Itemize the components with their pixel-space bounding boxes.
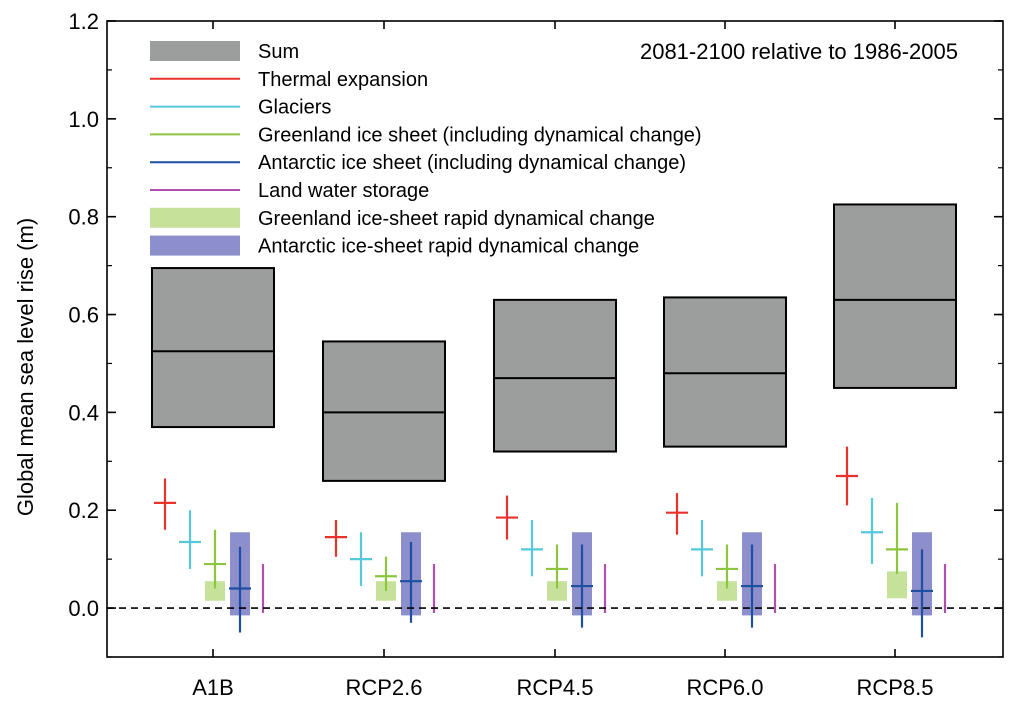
category-label-rcp6-0: RCP6.0 <box>686 675 763 700</box>
category-label-rcp4-5: RCP4.5 <box>516 675 593 700</box>
greenland-rapid-box <box>717 581 737 601</box>
y-tick-label: 0.0 <box>68 596 99 621</box>
legend-label-glaciers: Glaciers <box>258 97 331 119</box>
sum-boxes <box>151 203 957 482</box>
sum-box <box>151 267 275 429</box>
legend-label-greenland: Greenland ice sheet (including dynamical… <box>258 124 702 146</box>
legend-label-landwater: Land water storage <box>258 180 429 202</box>
legend-label-antarctic: Antarctic ice sheet (including dynamical… <box>258 152 686 174</box>
legend-swatch-sum <box>150 41 240 61</box>
y-tick-label: 0.2 <box>68 498 99 523</box>
y-tick-label: 1.2 <box>68 9 99 34</box>
sum-box <box>833 203 957 389</box>
category-label-rcp8-5: RCP8.5 <box>856 675 933 700</box>
y-axis-label: Global mean sea level rise (m) <box>13 218 38 516</box>
y-tick-label: 1.0 <box>68 107 99 132</box>
legend-label-greenland_rapid: Greenland ice-sheet rapid dynamical chan… <box>258 208 655 230</box>
legend-label-sum: Sum <box>258 41 299 63</box>
category-label-rcp2-6: RCP2.6 <box>345 675 422 700</box>
legend-swatch-antarctic_rapid <box>150 235 240 256</box>
greenland-rapid-box <box>205 581 225 601</box>
y-tick-label: 0.6 <box>68 303 99 328</box>
legend-label-antarctic_rapid: Antarctic ice-sheet rapid dynamical chan… <box>258 236 639 258</box>
y-tick-label: 0.4 <box>68 400 99 425</box>
y-tick-label: 0.8 <box>68 205 99 230</box>
legend-swatch-greenland_rapid <box>150 207 240 228</box>
legend-label-thermal: Thermal expansion <box>258 69 428 91</box>
component-marks <box>154 446 947 638</box>
greenland-rapid-box <box>887 571 907 599</box>
greenland-rapid-box <box>547 581 567 601</box>
sum-box <box>663 296 787 448</box>
axes: 0.0 0.2 0.4 0.6 0.8 1.0 1.2 A1B RCP2.6 RCP4.5 RCP6… <box>68 9 1004 700</box>
legend: Sum Thermal expansion Glaciers Greenland ic… <box>150 41 702 258</box>
category-label-a1b: A1B <box>192 675 234 700</box>
sum-box <box>493 298 617 453</box>
period-label: 2081-2100 relative to 1986-2005 <box>640 39 958 64</box>
sum-box <box>322 340 446 482</box>
